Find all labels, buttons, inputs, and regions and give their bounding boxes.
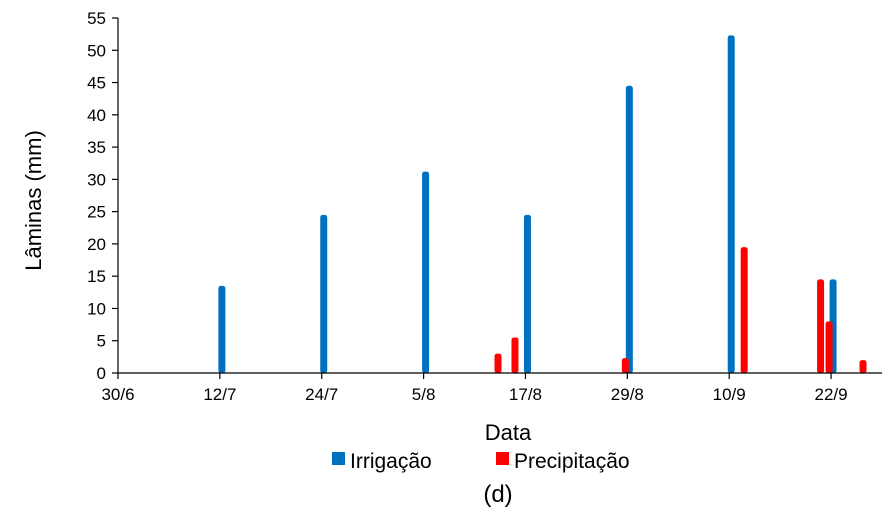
y-tick-label: 55 <box>87 9 106 28</box>
irrigacao-bar <box>523 214 531 373</box>
panel-label: (d) <box>483 481 512 508</box>
y-tick-label: 25 <box>87 203 106 222</box>
precipitacao-bar <box>740 247 748 373</box>
bars-layer <box>218 35 867 373</box>
x-tick-label: 29/8 <box>611 385 644 404</box>
irrigacao-bar <box>422 171 430 373</box>
y-tick-label: 45 <box>87 74 106 93</box>
legend-swatch-precipitacao <box>496 452 509 465</box>
precipitacao-bar <box>494 353 502 373</box>
precipitacao-bar <box>621 358 629 373</box>
irrigacao-bar <box>727 35 735 373</box>
precipitacao-bar <box>817 279 825 373</box>
x-tick-label: 12/7 <box>203 385 236 404</box>
y-tick-label: 15 <box>87 267 106 286</box>
x-axis-ticks: 30/6 12/7 24/7 5/8 17/8 29/8 10/9 22/9 <box>101 373 848 404</box>
precipitacao-bar <box>859 360 867 373</box>
y-tick-label: 20 <box>87 235 106 254</box>
y-tick-label: 0 <box>97 364 106 383</box>
y-axis-title: Lâminas (mm) <box>21 130 46 271</box>
y-tick-label: 35 <box>87 138 106 157</box>
y-tick-label: 10 <box>87 299 106 318</box>
irrigacao-bar <box>625 85 633 373</box>
precipitacao-bar <box>511 337 519 373</box>
irrigacao-bar <box>320 214 328 373</box>
legend-label-irrigacao: Irrigação <box>350 450 432 473</box>
x-tick-label: 10/9 <box>713 385 746 404</box>
y-tick-label: 5 <box>97 332 106 351</box>
x-tick-label: 17/8 <box>509 385 542 404</box>
x-tick-label: 30/6 <box>101 385 134 404</box>
y-tick-label: 50 <box>87 41 106 60</box>
x-tick-label: 24/7 <box>305 385 338 404</box>
legend-label-precipitacao: Precipitação <box>514 450 630 473</box>
legend-swatch-irrigacao <box>332 452 345 465</box>
irrigacao-bar <box>218 285 226 373</box>
x-axis-title: Data <box>485 420 532 445</box>
legend: Irrigação Precipitação <box>332 450 630 473</box>
y-axis-ticks: 0 5 10 15 20 25 30 35 40 45 50 55 <box>87 9 118 383</box>
precipitacao-bar <box>825 321 833 373</box>
x-tick-label: 5/8 <box>412 385 436 404</box>
x-tick-label: 22/9 <box>815 385 848 404</box>
y-tick-label: 40 <box>87 106 106 125</box>
y-tick-label: 30 <box>87 170 106 189</box>
